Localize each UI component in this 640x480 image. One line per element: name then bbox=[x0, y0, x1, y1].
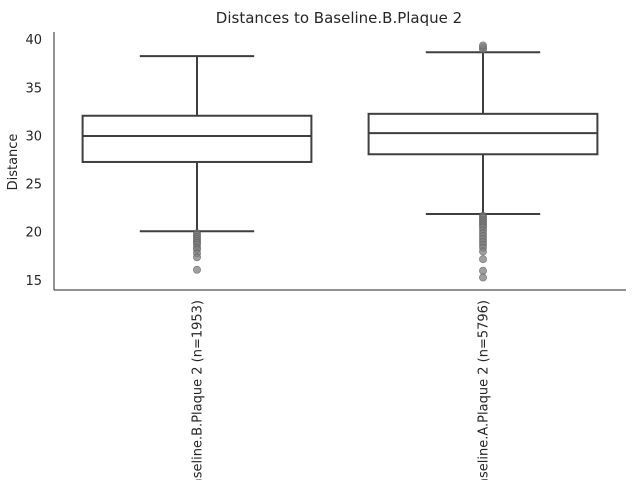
outlier-point bbox=[192, 265, 201, 274]
outlier-point bbox=[478, 266, 487, 275]
outlier-point bbox=[478, 247, 487, 256]
outlier-point bbox=[192, 253, 201, 262]
y-axis-label: Distance bbox=[6, 134, 21, 191]
outlier-point bbox=[478, 255, 487, 264]
y-ticks: 15 20 25 30 35 40 bbox=[25, 33, 42, 289]
y-tick-label: 25 bbox=[25, 178, 42, 193]
chart-title: Distances to Baseline.B.Plaque 2 bbox=[216, 9, 462, 27]
outlier-point bbox=[478, 41, 487, 50]
boxes bbox=[81, 41, 599, 282]
y-tick-label: 20 bbox=[25, 226, 42, 241]
y-tick-label: 40 bbox=[25, 33, 42, 48]
outlier-point bbox=[478, 273, 487, 282]
y-tick-label: 30 bbox=[25, 129, 42, 144]
y-tick-label: 35 bbox=[25, 81, 42, 96]
axes bbox=[53, 32, 626, 291]
x-tick-label: Baseline.A.Plaque 2 (n=5796) bbox=[477, 300, 492, 480]
y-tick-label: 15 bbox=[25, 274, 42, 289]
x-tick-label: Baseline.B.Plaque 2 (n=1953) bbox=[191, 300, 206, 480]
box-group bbox=[81, 55, 313, 274]
iqr-box bbox=[81, 114, 313, 163]
x-tick-labels: Baseline.B.Plaque 2 (n=1953) Baseline.A.P… bbox=[191, 300, 492, 480]
box-group bbox=[367, 41, 599, 282]
